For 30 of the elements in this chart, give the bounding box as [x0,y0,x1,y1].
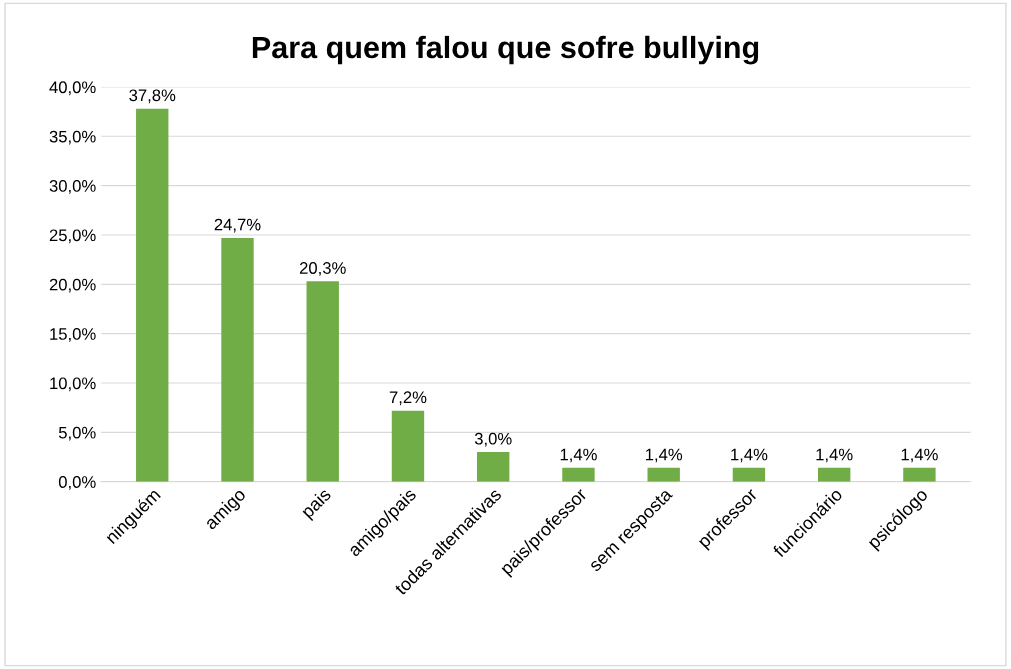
bar [732,467,766,482]
y-tick-label: 0,0% [58,476,96,490]
y-tick-label: 35,0% [49,130,96,145]
bar [562,467,595,482]
bar [647,467,680,482]
data-label: 1,4% [901,448,938,463]
data-label: 20,3% [299,262,346,276]
data-label: 37,8% [129,89,176,104]
data-label: 1,4% [731,448,768,463]
y-tick-label: 10,0% [50,377,96,392]
y-tick-label: 30,0% [49,180,96,194]
data-label: 1,4% [816,448,853,463]
y-tick-label: 20,0% [49,278,96,293]
bar [221,237,254,482]
bar [306,281,339,482]
bar [391,410,425,482]
bar [903,467,936,482]
chart-title: Para quem falou que sofre bullying [252,35,759,65]
data-label: 24,7% [214,218,261,233]
bar [136,108,169,482]
bar [477,452,510,482]
data-label: 3,0% [474,432,512,447]
data-label: 1,4% [645,448,683,463]
data-label: 1,4% [560,448,597,463]
bar [817,467,851,482]
data-label: 7,2% [389,391,427,406]
y-tick-label: 25,0% [49,229,96,244]
y-tick-label: 15,0% [50,328,96,342]
y-tick-label: 5,0% [58,426,96,441]
y-tick-label: 40,0% [49,81,96,96]
